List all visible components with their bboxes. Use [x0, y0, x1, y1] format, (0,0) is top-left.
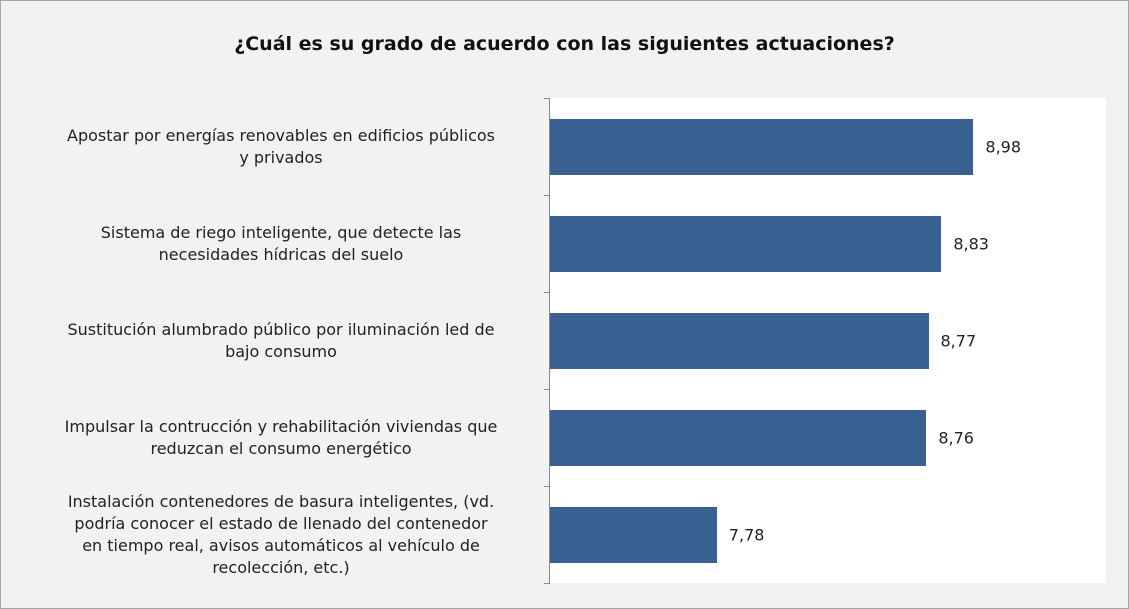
bar — [550, 312, 929, 369]
category-label: Sistema de riego inteligente, que detect… — [100, 222, 462, 264]
category-label: Apostar por energías renovables en edifi… — [67, 125, 495, 167]
category-label: Sustitución alumbrado público por ilumin… — [67, 319, 495, 361]
value-label: 7,78 — [728, 525, 765, 544]
axis-tick — [544, 486, 550, 487]
bar — [550, 409, 927, 466]
category-label: Instalación contenedores de basura intel… — [67, 491, 495, 577]
value-label: 8,98 — [985, 137, 1022, 156]
bar — [550, 506, 717, 563]
bar — [550, 118, 974, 175]
axis-tick — [544, 292, 550, 293]
axis-tick — [544, 583, 550, 584]
bar — [550, 215, 942, 272]
chart-title: ¿Cuál es su grado de acuerdo con las sig… — [234, 33, 895, 55]
value-label: 8,77 — [940, 331, 977, 350]
axis-tick — [544, 389, 550, 390]
axis-tick — [544, 195, 550, 196]
value-label: 8,76 — [938, 428, 974, 447]
category-axis — [549, 98, 550, 583]
axis-tick — [544, 98, 550, 99]
value-label: 8,83 — [953, 234, 989, 253]
category-label: Impulsar la contrucción y rehabilitación… — [64, 416, 498, 458]
